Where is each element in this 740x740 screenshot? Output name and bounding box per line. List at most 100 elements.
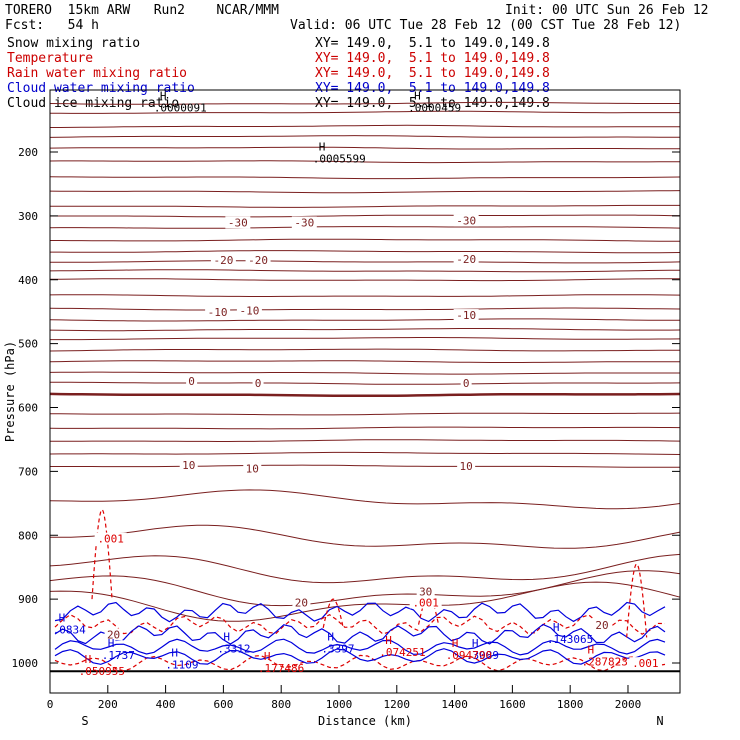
contour-label: -10 [208,306,228,319]
extremum-value: .143065 [547,633,593,646]
isotherm-line [50,439,681,442]
contour-label: 0 [188,375,195,388]
extremum-mark: H [385,634,392,647]
field-name-snow: Snow mixing ratio [7,36,141,51]
extremum-mark: H [264,650,271,663]
contour-label: .001 [632,657,659,670]
extremum-mark: H [160,90,167,103]
extremum-mark: H [59,611,66,624]
isotherm-line [50,260,681,264]
y-tick-label: 500 [18,338,38,351]
contour-label-bg [629,657,662,670]
contour-label: 20 [107,628,120,641]
extremum-mark: H [588,643,595,656]
extremum-value: .287823 [582,655,628,668]
y-tick-label: 300 [18,210,38,223]
contour-label-bg [94,532,127,545]
y-tick-label: 200 [18,146,38,159]
x-tick-label: 1400 [441,698,468,711]
extremum-mark: H [108,637,115,650]
extremum-mark: H [223,631,230,644]
isotherm-line [50,124,680,128]
contour-label: -20 [456,253,476,266]
contour-label: 10 [246,462,259,475]
extremum-mark: H [327,631,334,644]
extremum-value: .1109 [165,659,198,672]
field-xy-rain: XY= 149.0, 5.1 to 149.0,149.8 [315,66,550,81]
isotherm-line [49,135,681,138]
contour-label: -20 [213,254,233,267]
x-tick-label: 1800 [557,698,584,711]
contour-label-bg [225,216,251,229]
isotherm-line [50,204,680,208]
x-tick-label: 600 [213,698,233,711]
isotherm-line [49,269,681,273]
extremum-mark: H [319,141,326,154]
isotherm-line [49,278,680,282]
isotherm-line [49,190,681,194]
contour-label: 20 [595,619,608,632]
y-tick-label: 400 [18,274,38,287]
y-tick-label: 1000 [12,657,39,670]
x-tick-label: 1200 [384,698,411,711]
header-init: Init: 00 UTC Sun 26 Feb 12 [505,3,709,18]
contour-label-bg [186,374,198,387]
contour-label-bg [245,254,271,267]
y-tick-label: 700 [18,465,38,478]
x-tick-label: 400 [156,698,176,711]
contour-label-bg [409,596,442,609]
y-tick-label: 900 [18,593,38,606]
isotherm-line [49,581,681,622]
contour-label: 0 [463,377,470,390]
extremum-mark: H [85,653,92,666]
field-xy-temperature: XY= 149.0, 5.1 to 149.0,149.8 [315,51,550,66]
rain-plume-contour [322,598,344,628]
extremum-value: .094790 [446,649,492,662]
extremum-value: .3089 [466,649,499,662]
isotherm-line [50,214,681,218]
isotherm-line [50,238,681,242]
isotherm-line [49,110,680,114]
x-tick-label: 0 [47,698,54,711]
contour-label-bg [243,462,262,475]
extremum-value: .0000091 [154,102,207,115]
isotherm-line [50,250,681,254]
isotherm-line [49,371,680,375]
contour-label: 20 [295,597,308,610]
x-tick-label: 1000 [326,698,353,711]
cloud-water-inner-contour-top [54,623,666,645]
rain-contour-bottom [54,654,666,672]
x-tick-label: 800 [271,698,291,711]
contour-label-bg [457,459,476,472]
contour-label: 0 [255,377,262,390]
isotherm-line [50,337,681,341]
contour-label: .001 [97,533,124,546]
contour-label: -30 [228,216,248,229]
rain-plume-contour [91,509,113,600]
isotherm-line [49,307,681,311]
extremum-mark: H [171,647,178,660]
south-end-label: S [81,714,88,728]
y-tick-label: 800 [18,529,38,542]
extremum-mark: H [452,637,459,650]
contour-label: -10 [239,305,259,318]
extremum-value: .074251 [379,646,425,659]
contour-label-bg [236,304,262,317]
isotherm-line [49,176,681,180]
contour-label-bg [205,305,231,318]
field-name-temperature: Temperature [7,51,94,66]
isotherm-line [49,328,681,332]
x-tick-label: 200 [98,698,118,711]
rain-plume-contour [626,563,648,638]
y-axis-title: Pressure (hPa) [3,341,17,442]
isotherm-line [49,348,680,352]
isotherm-line [49,426,681,430]
extremum-mark: H [553,621,560,634]
contour-label-bg [453,309,479,322]
isotherm-line [49,160,681,164]
isotherm-line [49,553,681,584]
contour-label-bg [453,214,479,227]
isotherm-line [49,226,681,229]
